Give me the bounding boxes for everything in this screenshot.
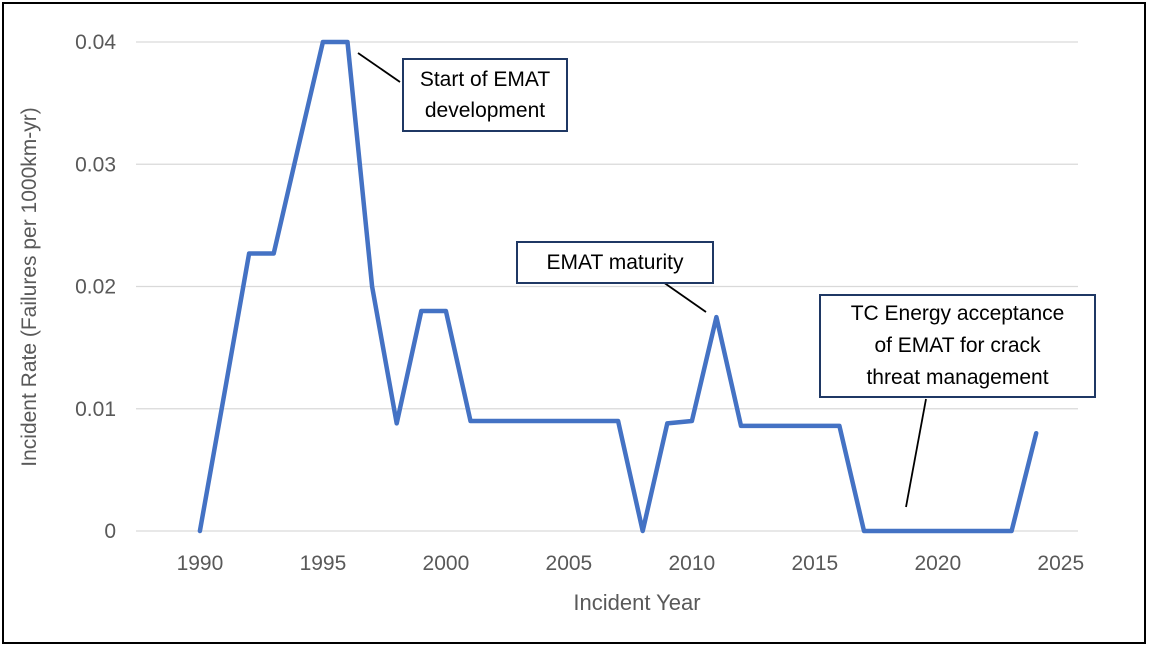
leader-line <box>905 398 927 508</box>
annotation-text-line: EMAT maturity <box>546 251 684 274</box>
y-tick-label: 0 <box>104 520 116 543</box>
leader-line <box>357 52 401 83</box>
annotation-tc-energy-acceptance: TC Energy acceptance of EMAT for crack t… <box>819 294 1096 398</box>
annotation-text-line: development <box>424 99 546 122</box>
x-axis-title: Incident Year <box>573 590 700 615</box>
annotation-leader-lines <box>357 52 927 508</box>
annotation-text-line: Start of EMAT <box>419 68 551 91</box>
x-axis-tick-labels: 1990 1995 2000 2005 2010 2015 2020 2025 <box>177 552 1085 575</box>
annotation-emat-maturity: EMAT maturity <box>516 241 714 284</box>
y-tick-label: 0.02 <box>75 276 116 299</box>
incident-rate-line <box>197 39 1039 534</box>
gridlines <box>136 41 1078 532</box>
leader-line <box>662 281 707 313</box>
y-tick-label: 0.04 <box>75 31 116 54</box>
annotation-start-of-emat-development: Start of EMAT development <box>402 58 568 132</box>
x-tick-label: 2005 <box>546 552 593 575</box>
x-tick-label: 2010 <box>668 552 715 575</box>
x-tick-label: 2000 <box>423 552 470 575</box>
annotation-text-line: of EMAT for crack <box>874 334 1041 357</box>
annotation-text-line: TC Energy acceptance <box>850 302 1065 325</box>
y-axis-title: Incident Rate (Failures per 1000km-yr) <box>18 107 41 466</box>
x-tick-label: 1990 <box>177 552 224 575</box>
x-tick-label: 2025 <box>1037 552 1084 575</box>
x-tick-label: 2020 <box>914 552 961 575</box>
x-tick-label: 2015 <box>791 552 838 575</box>
y-tick-label: 0.01 <box>75 398 116 421</box>
annotation-text-line: threat management <box>866 366 1049 389</box>
y-tick-label: 0.03 <box>75 153 116 176</box>
x-tick-label: 1995 <box>300 552 347 575</box>
y-axis-tick-labels: 0 0.01 0.02 0.03 0.04 <box>75 31 116 543</box>
